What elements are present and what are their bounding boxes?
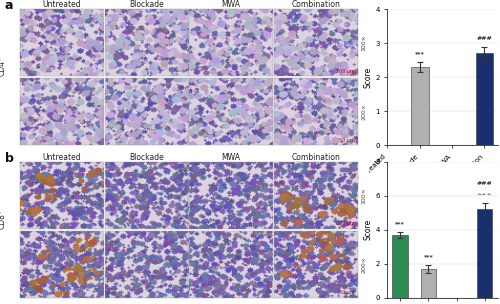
Text: 200×: 200× [362, 103, 366, 120]
Bar [420, 269, 436, 298]
Text: ^^^: ^^^ [477, 193, 492, 198]
Text: ***: *** [395, 221, 405, 226]
Text: 100×: 100× [362, 34, 366, 51]
Bar [392, 235, 408, 298]
Y-axis label: Score: Score [364, 219, 372, 240]
Text: 100 μm: 100 μm [336, 68, 355, 74]
Text: a: a [5, 0, 14, 12]
Text: CD4⁺: CD4⁺ [0, 56, 6, 76]
Text: 200×: 200× [362, 256, 366, 273]
Text: 50 μm: 50 μm [340, 138, 355, 143]
Bar [477, 209, 492, 298]
Title: Blockade: Blockade [129, 0, 164, 9]
Text: ***: *** [424, 254, 433, 259]
Title: Untreated: Untreated [42, 153, 81, 162]
Y-axis label: Score: Score [364, 67, 372, 88]
Title: Combination: Combination [292, 153, 341, 162]
Bar [476, 54, 494, 145]
Text: ###: ### [476, 36, 492, 41]
Title: MWA: MWA [222, 153, 240, 162]
Text: 100×: 100× [362, 187, 366, 204]
Text: 50 μm: 50 μm [340, 290, 355, 295]
Title: Untreated: Untreated [42, 0, 81, 9]
Text: CD8⁺: CD8⁺ [0, 209, 6, 229]
Bar [411, 67, 428, 145]
Title: Combination: Combination [292, 0, 341, 9]
Text: ***: *** [415, 51, 424, 57]
Text: 100 μm: 100 μm [336, 221, 355, 226]
Title: MWA: MWA [222, 0, 240, 9]
Title: Blockade: Blockade [129, 153, 164, 162]
Text: ###: ### [477, 181, 492, 186]
Text: b: b [5, 152, 14, 165]
